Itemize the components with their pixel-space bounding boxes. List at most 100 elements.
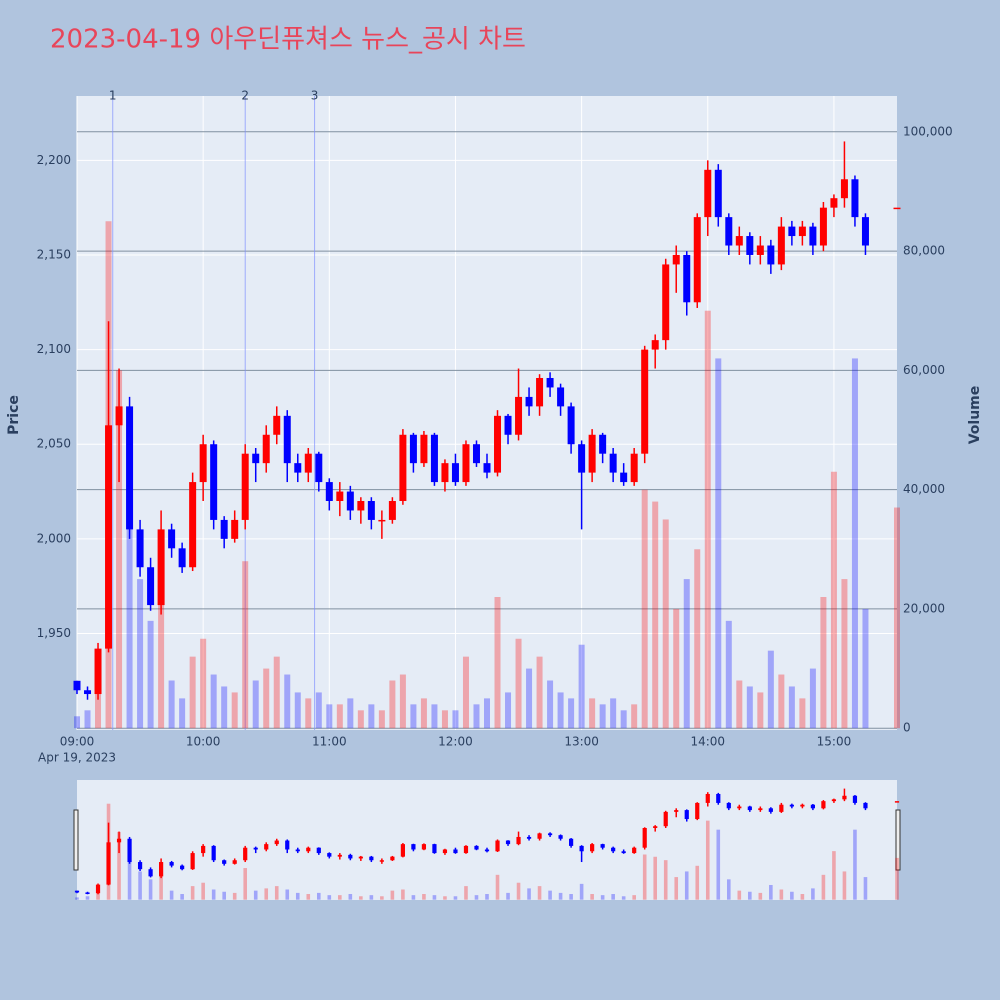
- candle-body: [590, 844, 595, 852]
- candle-body: [662, 264, 670, 341]
- candle-body: [684, 810, 689, 820]
- volume-bar: [263, 668, 270, 729]
- candle-body: [178, 548, 186, 568]
- candle-body: [789, 804, 794, 807]
- volume-bar: [168, 680, 175, 729]
- volume-bar: [338, 895, 342, 900]
- volume-bar: [537, 886, 542, 900]
- candle-body: [672, 254, 680, 265]
- candle-body: [777, 226, 785, 265]
- candle-body: [630, 453, 638, 483]
- volume-bar: [399, 674, 406, 729]
- candle-body: [84, 690, 92, 695]
- range-slider[interactable]: [77, 780, 897, 900]
- candle-body: [494, 415, 502, 473]
- candle-body: [546, 377, 554, 388]
- candle-body: [810, 804, 815, 809]
- volume-bar: [799, 698, 806, 729]
- volume-bar: [484, 698, 490, 729]
- candle-body: [451, 463, 459, 483]
- volume-bar: [452, 710, 459, 729]
- candle-body: [567, 406, 575, 445]
- volume-bar: [506, 892, 510, 900]
- volume-bar: [590, 894, 594, 900]
- candle-body: [400, 844, 405, 857]
- candle-body: [704, 169, 712, 218]
- volume-bar: [821, 874, 826, 900]
- volume-bar: [285, 889, 290, 900]
- candle-body: [515, 396, 523, 435]
- volume-bar: [895, 857, 899, 900]
- candle-body: [852, 795, 858, 803]
- candle-body: [411, 844, 416, 850]
- candle-body: [210, 444, 218, 520]
- volume-bar: [579, 883, 584, 900]
- volume-bar: [242, 561, 249, 729]
- volume-bar: [610, 698, 617, 729]
- volume-bar: [179, 698, 186, 729]
- volume-bar: [189, 656, 196, 729]
- volume-bar: [788, 686, 795, 729]
- volume-bar: [148, 879, 153, 900]
- candle-body: [894, 801, 900, 803]
- volume-bar: [862, 608, 869, 729]
- candle-body: [830, 198, 838, 208]
- y2-tick-label: 20,000: [903, 601, 945, 615]
- volume-bar: [116, 370, 123, 729]
- plot-area: [77, 96, 897, 730]
- candle-body: [651, 340, 659, 350]
- volume-bar: [842, 871, 847, 900]
- candle-body: [378, 519, 386, 522]
- candle-body: [274, 840, 279, 845]
- candle-body: [388, 501, 396, 520]
- volume-bar: [422, 894, 426, 900]
- volume-bar: [147, 620, 154, 729]
- candle-body: [136, 529, 144, 568]
- candle-body: [273, 415, 281, 435]
- volume-bar: [485, 894, 489, 900]
- candle-body: [74, 890, 80, 893]
- volume-bar: [327, 895, 332, 900]
- candle-body: [621, 851, 626, 854]
- candle-body: [85, 892, 90, 894]
- volume-bar: [74, 716, 80, 729]
- volume-bar: [273, 656, 280, 729]
- slider-handle[interactable]: [895, 809, 901, 871]
- candle-body: [851, 179, 859, 218]
- candle-body: [893, 207, 901, 210]
- candle-body: [735, 236, 743, 246]
- volume-bar: [138, 871, 142, 900]
- candle-body: [725, 217, 733, 246]
- volume-bar: [790, 891, 794, 900]
- candle-body: [379, 860, 384, 862]
- candle-body: [442, 849, 448, 854]
- volume-bar: [96, 889, 100, 900]
- x-tick-label: 15:00: [817, 735, 852, 749]
- candle-body: [432, 844, 437, 854]
- volume-bar: [726, 879, 731, 900]
- candle-body: [306, 847, 311, 852]
- candle-body: [747, 806, 752, 811]
- candle-body: [409, 434, 417, 464]
- x-tick-label: 14:00: [690, 735, 725, 749]
- annotation-label: 1: [109, 89, 117, 103]
- candle-body: [148, 869, 153, 877]
- volume-bar: [769, 884, 773, 900]
- volume-bar: [222, 891, 226, 900]
- y-tick-label: 2,050: [37, 437, 71, 451]
- slider-handle[interactable]: [73, 809, 79, 871]
- candle-body: [840, 179, 848, 199]
- candle-body: [367, 501, 375, 520]
- candle-body: [537, 833, 542, 839]
- volume-bar: [704, 310, 711, 729]
- candle-body: [453, 849, 458, 854]
- volume-bar: [536, 656, 543, 729]
- volume-bar: [474, 895, 479, 900]
- candle-body: [609, 453, 617, 473]
- volume-bar: [306, 894, 311, 900]
- volume-bar: [126, 459, 133, 729]
- volume-bar: [190, 886, 195, 900]
- volume-bar: [201, 882, 205, 900]
- annotation-label: 3: [311, 89, 319, 103]
